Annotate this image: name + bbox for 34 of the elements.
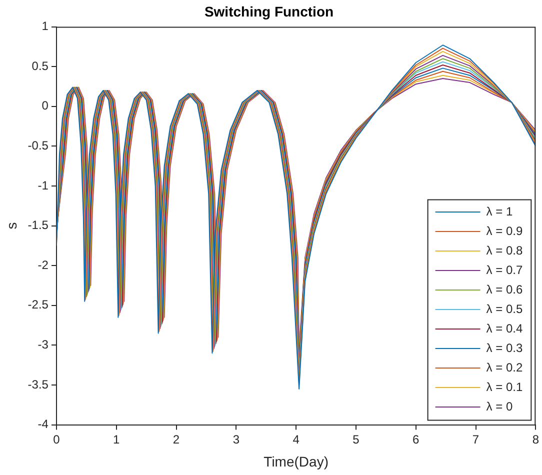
legend-label: λ = 1 — [486, 204, 513, 218]
legend-label: λ = 0 — [486, 399, 513, 414]
chart-title: Switching Function — [204, 3, 334, 20]
y-tick-label: -3 — [38, 338, 49, 352]
legend-label: λ = 0.9 — [486, 224, 523, 238]
x-tick-label: 1 — [113, 432, 120, 446]
legend-label: λ = 0.4 — [486, 321, 523, 336]
x-tick-label: 0 — [53, 432, 60, 446]
y-tick-label: 0.5 — [32, 58, 49, 73]
legend-label: λ = 0.6 — [486, 282, 523, 296]
y-tick-label: 1 — [42, 19, 49, 34]
legend-label: λ = 0.2 — [486, 360, 523, 374]
legend-label: λ = 0.1 — [486, 380, 523, 394]
y-axis-title: s — [3, 222, 20, 230]
x-tick-label: 8 — [532, 432, 540, 446]
y-tick-label: -0.5 — [28, 138, 49, 153]
y-tick-label: -4 — [38, 417, 49, 432]
legend-label: λ = 0.8 — [486, 243, 523, 258]
x-axis-title: Time(Day) — [264, 453, 328, 470]
x-tick-label: 4 — [292, 432, 300, 446]
x-tick-label: 5 — [352, 432, 360, 446]
legend-label: λ = 0.5 — [486, 302, 523, 316]
y-tick-label: 0 — [42, 98, 49, 113]
legend-label: λ = 0.7 — [486, 262, 523, 277]
y-tick-label: -3.5 — [28, 377, 49, 392]
y-tick-label: -2 — [38, 258, 49, 272]
y-tick-label: -2.5 — [28, 298, 49, 312]
x-tick-label: 3 — [232, 432, 240, 446]
legend-label: λ = 0.3 — [486, 340, 523, 355]
y-tick-label: -1 — [38, 178, 49, 192]
y-tick-label: -1.5 — [28, 218, 49, 232]
x-tick-label: 6 — [412, 432, 420, 446]
x-tick-label: 2 — [172, 432, 180, 446]
x-tick-label: 7 — [472, 432, 480, 446]
